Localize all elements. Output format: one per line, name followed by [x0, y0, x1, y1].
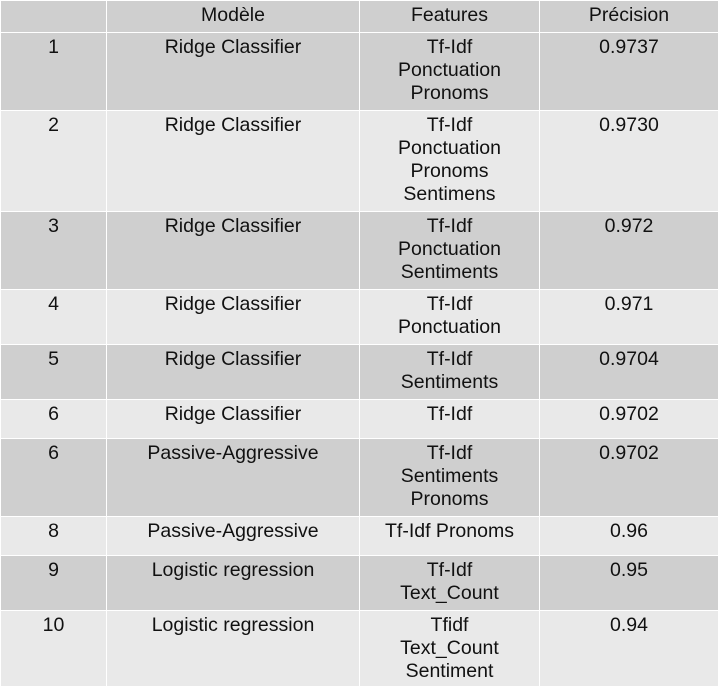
rank-cell: 6	[0, 438, 107, 517]
feature-item: Tf-Idf	[426, 559, 473, 581]
features-cell: Tf-Idf	[359, 399, 540, 439]
precision-cell: 0.971	[539, 289, 718, 345]
rank-cell: 9	[0, 555, 107, 611]
rank-cell: 2	[0, 110, 107, 212]
model-cell: Passive-Aggressive	[106, 438, 360, 517]
table-row: 10 Logistic regression Tfidf Text_Count Sent…	[0, 610, 718, 686]
table-row: 2 Ridge Classifier Tf-Idf Ponctuation Pronom…	[0, 110, 718, 212]
feature-item: Ponctuation	[398, 137, 501, 159]
feature-item: Pronoms	[410, 82, 489, 104]
model-cell: Logistic regression	[106, 555, 360, 611]
feature-item: Pronoms	[410, 160, 489, 182]
features-cell: Tf-Idf Ponctuation	[359, 289, 540, 345]
header-rank	[0, 0, 107, 33]
feature-item: Tf-Idf	[426, 36, 473, 58]
precision-cell: 0.9737	[539, 32, 718, 111]
precision-cell: 0.95	[539, 555, 718, 611]
model-cell: Ridge Classifier	[106, 32, 360, 111]
table-row: 8 Passive-Aggressive Tf-Idf Pronoms 0.96	[0, 516, 718, 556]
rank-cell: 10	[0, 610, 107, 686]
feature-item: Sentiment	[405, 660, 494, 682]
feature-item: Tf-Idf	[426, 442, 473, 464]
feature-item: Pronoms	[410, 488, 489, 510]
feature-item: Tf-Idf	[426, 293, 473, 315]
features-cell: Tf-Idf Sentiments	[359, 344, 540, 400]
feature-item: Sentiments	[400, 465, 499, 487]
feature-item: Tf-Idf Pronoms	[385, 520, 514, 542]
features-cell: Tf-Idf Pronoms	[359, 516, 540, 556]
feature-item: Tfidf	[430, 614, 469, 636]
rank-cell: 8	[0, 516, 107, 556]
precision-cell: 0.9730	[539, 110, 718, 212]
features-cell: Tf-Idf Ponctuation Sentiments	[359, 211, 540, 290]
table-row: 5 Ridge Classifier Tf-Idf Sentiments 0.9704	[0, 344, 718, 400]
model-cell: Ridge Classifier	[106, 110, 360, 212]
header-features: Features	[359, 0, 540, 33]
feature-item: Tf-Idf	[426, 348, 473, 370]
feature-item: Tf-Idf	[426, 215, 473, 237]
rank-cell: 3	[0, 211, 107, 290]
rank-cell: 6	[0, 399, 107, 439]
precision-cell: 0.9704	[539, 344, 718, 400]
table-body: 1 Ridge Classifier Tf-Idf Ponctuation Pronom…	[0, 32, 718, 686]
features-cell: Tf-Idf Text_Count	[359, 555, 540, 611]
table-row: 4 Ridge Classifier Tf-Idf Ponctuation 0.971	[0, 289, 718, 345]
precision-cell: 0.9702	[539, 438, 718, 517]
rank-cell: 5	[0, 344, 107, 400]
table-row: 6 Ridge Classifier Tf-Idf 0.9702	[0, 399, 718, 439]
table-row: 3 Ridge Classifier Tf-Idf Ponctuation Sentim…	[0, 211, 718, 290]
model-cell: Ridge Classifier	[106, 289, 360, 345]
features-cell: Tf-Idf Ponctuation Pronoms Sentimens	[359, 110, 540, 212]
feature-item: Tf-Idf	[426, 114, 473, 136]
table-row: 6 Passive-Aggressive Tf-Idf Sentiments Prono…	[0, 438, 718, 517]
feature-item: Sentiments	[400, 261, 499, 283]
model-cell: Passive-Aggressive	[106, 516, 360, 556]
feature-item: Ponctuation	[398, 316, 501, 338]
precision-cell: 0.9702	[539, 399, 718, 439]
model-cell: Ridge Classifier	[106, 344, 360, 400]
feature-item: Sentiments	[400, 371, 499, 393]
header-row: Modèle Features Précision	[0, 0, 718, 33]
precision-cell: 0.96	[539, 516, 718, 556]
header-model: Modèle	[106, 0, 360, 33]
features-cell: Tfidf Text_Count Sentiment	[359, 610, 540, 686]
model-cell: Ridge Classifier	[106, 211, 360, 290]
feature-item: Text_Count	[400, 582, 499, 604]
feature-item: Ponctuation	[398, 59, 501, 81]
precision-cell: 0.972	[539, 211, 718, 290]
features-cell: Tf-Idf Ponctuation Pronoms	[359, 32, 540, 111]
rank-cell: 4	[0, 289, 107, 345]
model-cell: Logistic regression	[106, 610, 360, 686]
rank-cell: 1	[0, 32, 107, 111]
feature-item: Sentimens	[403, 183, 496, 205]
feature-item: Tf-Idf	[426, 403, 473, 425]
table-row: 9 Logistic regression Tf-Idf Text_Count 0.95	[0, 555, 718, 611]
feature-item: Ponctuation	[398, 238, 501, 260]
model-cell: Ridge Classifier	[106, 399, 360, 439]
table-row: 1 Ridge Classifier Tf-Idf Ponctuation Pronom…	[0, 32, 718, 111]
header-precision: Précision	[539, 0, 718, 33]
features-cell: Tf-Idf Sentiments Pronoms	[359, 438, 540, 517]
precision-cell: 0.94	[539, 610, 718, 686]
feature-item: Text_Count	[400, 637, 499, 659]
